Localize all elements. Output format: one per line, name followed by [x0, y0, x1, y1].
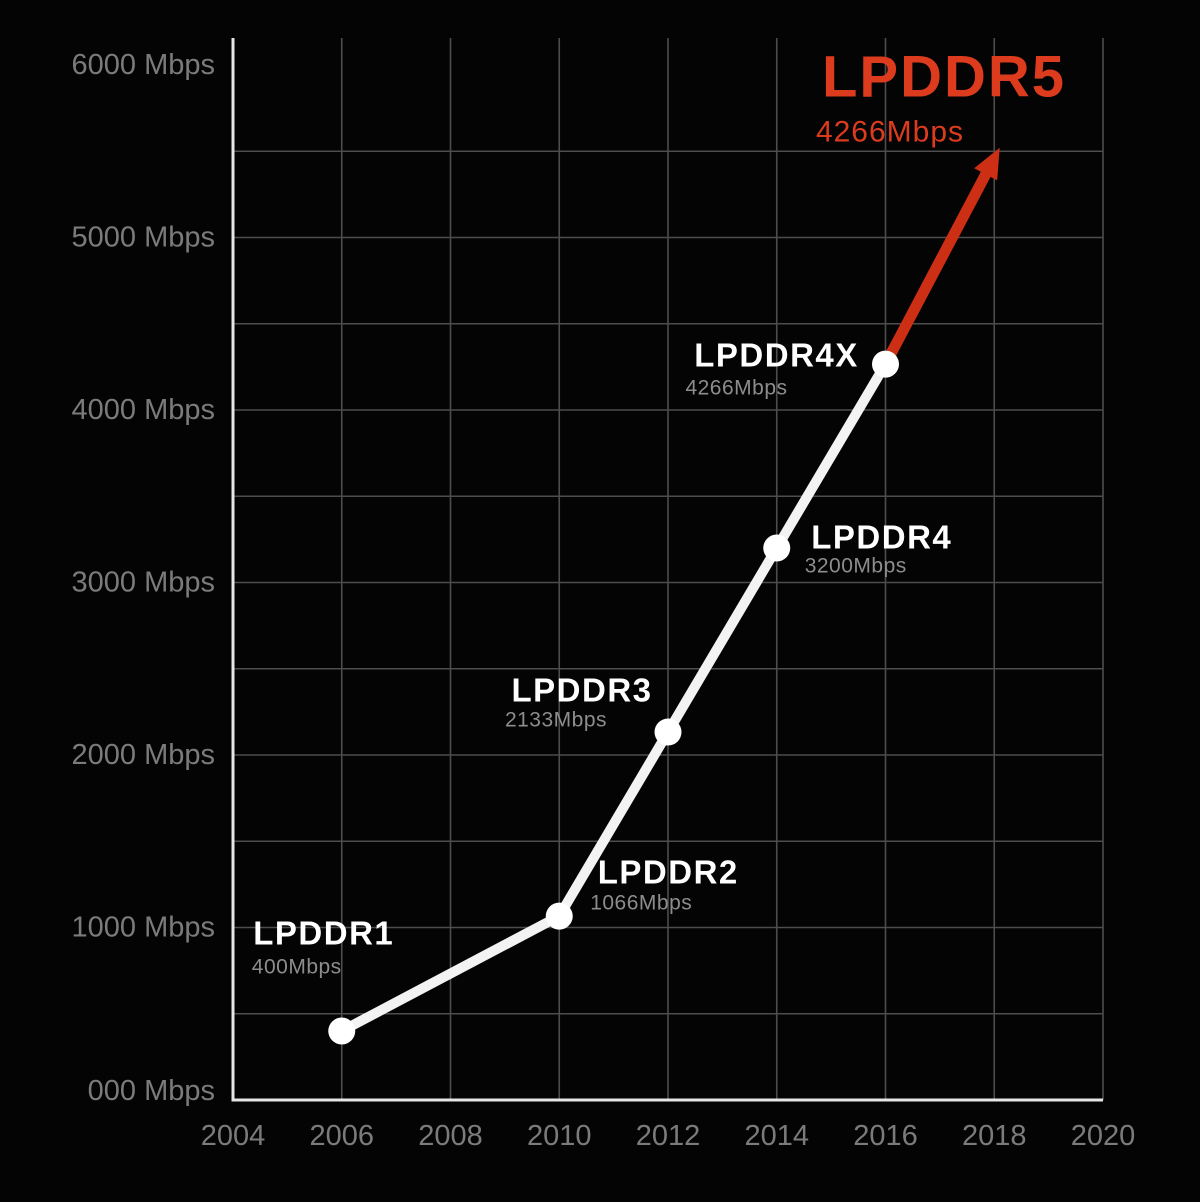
- x-axis-tick-label: 2010: [527, 1120, 592, 1152]
- point-value-lpddr3: 2133Mbps: [505, 709, 607, 732]
- chart-title-value-lpddr5: 4266Mbps: [816, 116, 964, 149]
- y-axis-tick-label: 3000 Mbps: [72, 567, 216, 599]
- x-axis-tick-label: 2012: [636, 1120, 701, 1152]
- point-label-lpddr3: LPDDR3: [511, 672, 652, 709]
- y-axis-tick-label: 4000 Mbps: [72, 394, 216, 426]
- y-axis-tick-label: 000 Mbps: [88, 1075, 215, 1107]
- data-point-lpddr4x: [872, 350, 899, 378]
- data-point-lpddr1: [328, 1017, 356, 1045]
- point-label-lpddr2: LPDDR2: [598, 854, 739, 891]
- x-axis-tick-label: 2020: [1071, 1120, 1136, 1152]
- x-axis-tick-label: 2008: [418, 1120, 483, 1152]
- point-value-lpddr4: 3200Mbps: [805, 555, 907, 578]
- data-point-lpddr4: [763, 534, 791, 562]
- point-label-lpddr1: LPDDR1: [253, 915, 394, 952]
- y-axis-tick-label: 1000 Mbps: [72, 912, 216, 944]
- data-point-lpddr3: [654, 718, 682, 746]
- y-axis-tick-label: 5000 Mbps: [72, 222, 216, 254]
- grid-layer: [233, 38, 1104, 1100]
- point-value-lpddr4x: 4266Mbps: [685, 377, 787, 400]
- chart-title-lpddr5: LPDDR5: [822, 45, 1066, 110]
- x-axis-tick-label: 2016: [853, 1120, 918, 1152]
- x-axis-tick-label: 2004: [201, 1120, 266, 1152]
- data-point-lpddr2: [545, 902, 573, 930]
- projection-arrow-head: [974, 147, 1000, 181]
- label-layer: 2004 2006 2008 2010 2012 2014 2016 2018 2020 000 …: [72, 45, 1136, 1153]
- projection-arrow-shaft: [880, 163, 994, 370]
- x-axis-tick-label: 2006: [309, 1120, 374, 1152]
- y-axis-tick-label: 6000 Mbps: [72, 49, 216, 81]
- point-value-lpddr1: 400Mbps: [252, 956, 342, 979]
- point-label-lpddr4x: LPDDR4X: [694, 337, 859, 374]
- x-axis-tick-label: 2018: [962, 1120, 1027, 1152]
- point-value-lpddr2: 1066Mbps: [590, 892, 692, 915]
- axis-layer: [231, 38, 1103, 1102]
- y-axis-tick-label: 2000 Mbps: [72, 739, 216, 771]
- x-axis-tick-label: 2014: [744, 1120, 809, 1152]
- series-layer: [328, 147, 1000, 1045]
- point-label-lpddr4: LPDDR4: [811, 519, 952, 556]
